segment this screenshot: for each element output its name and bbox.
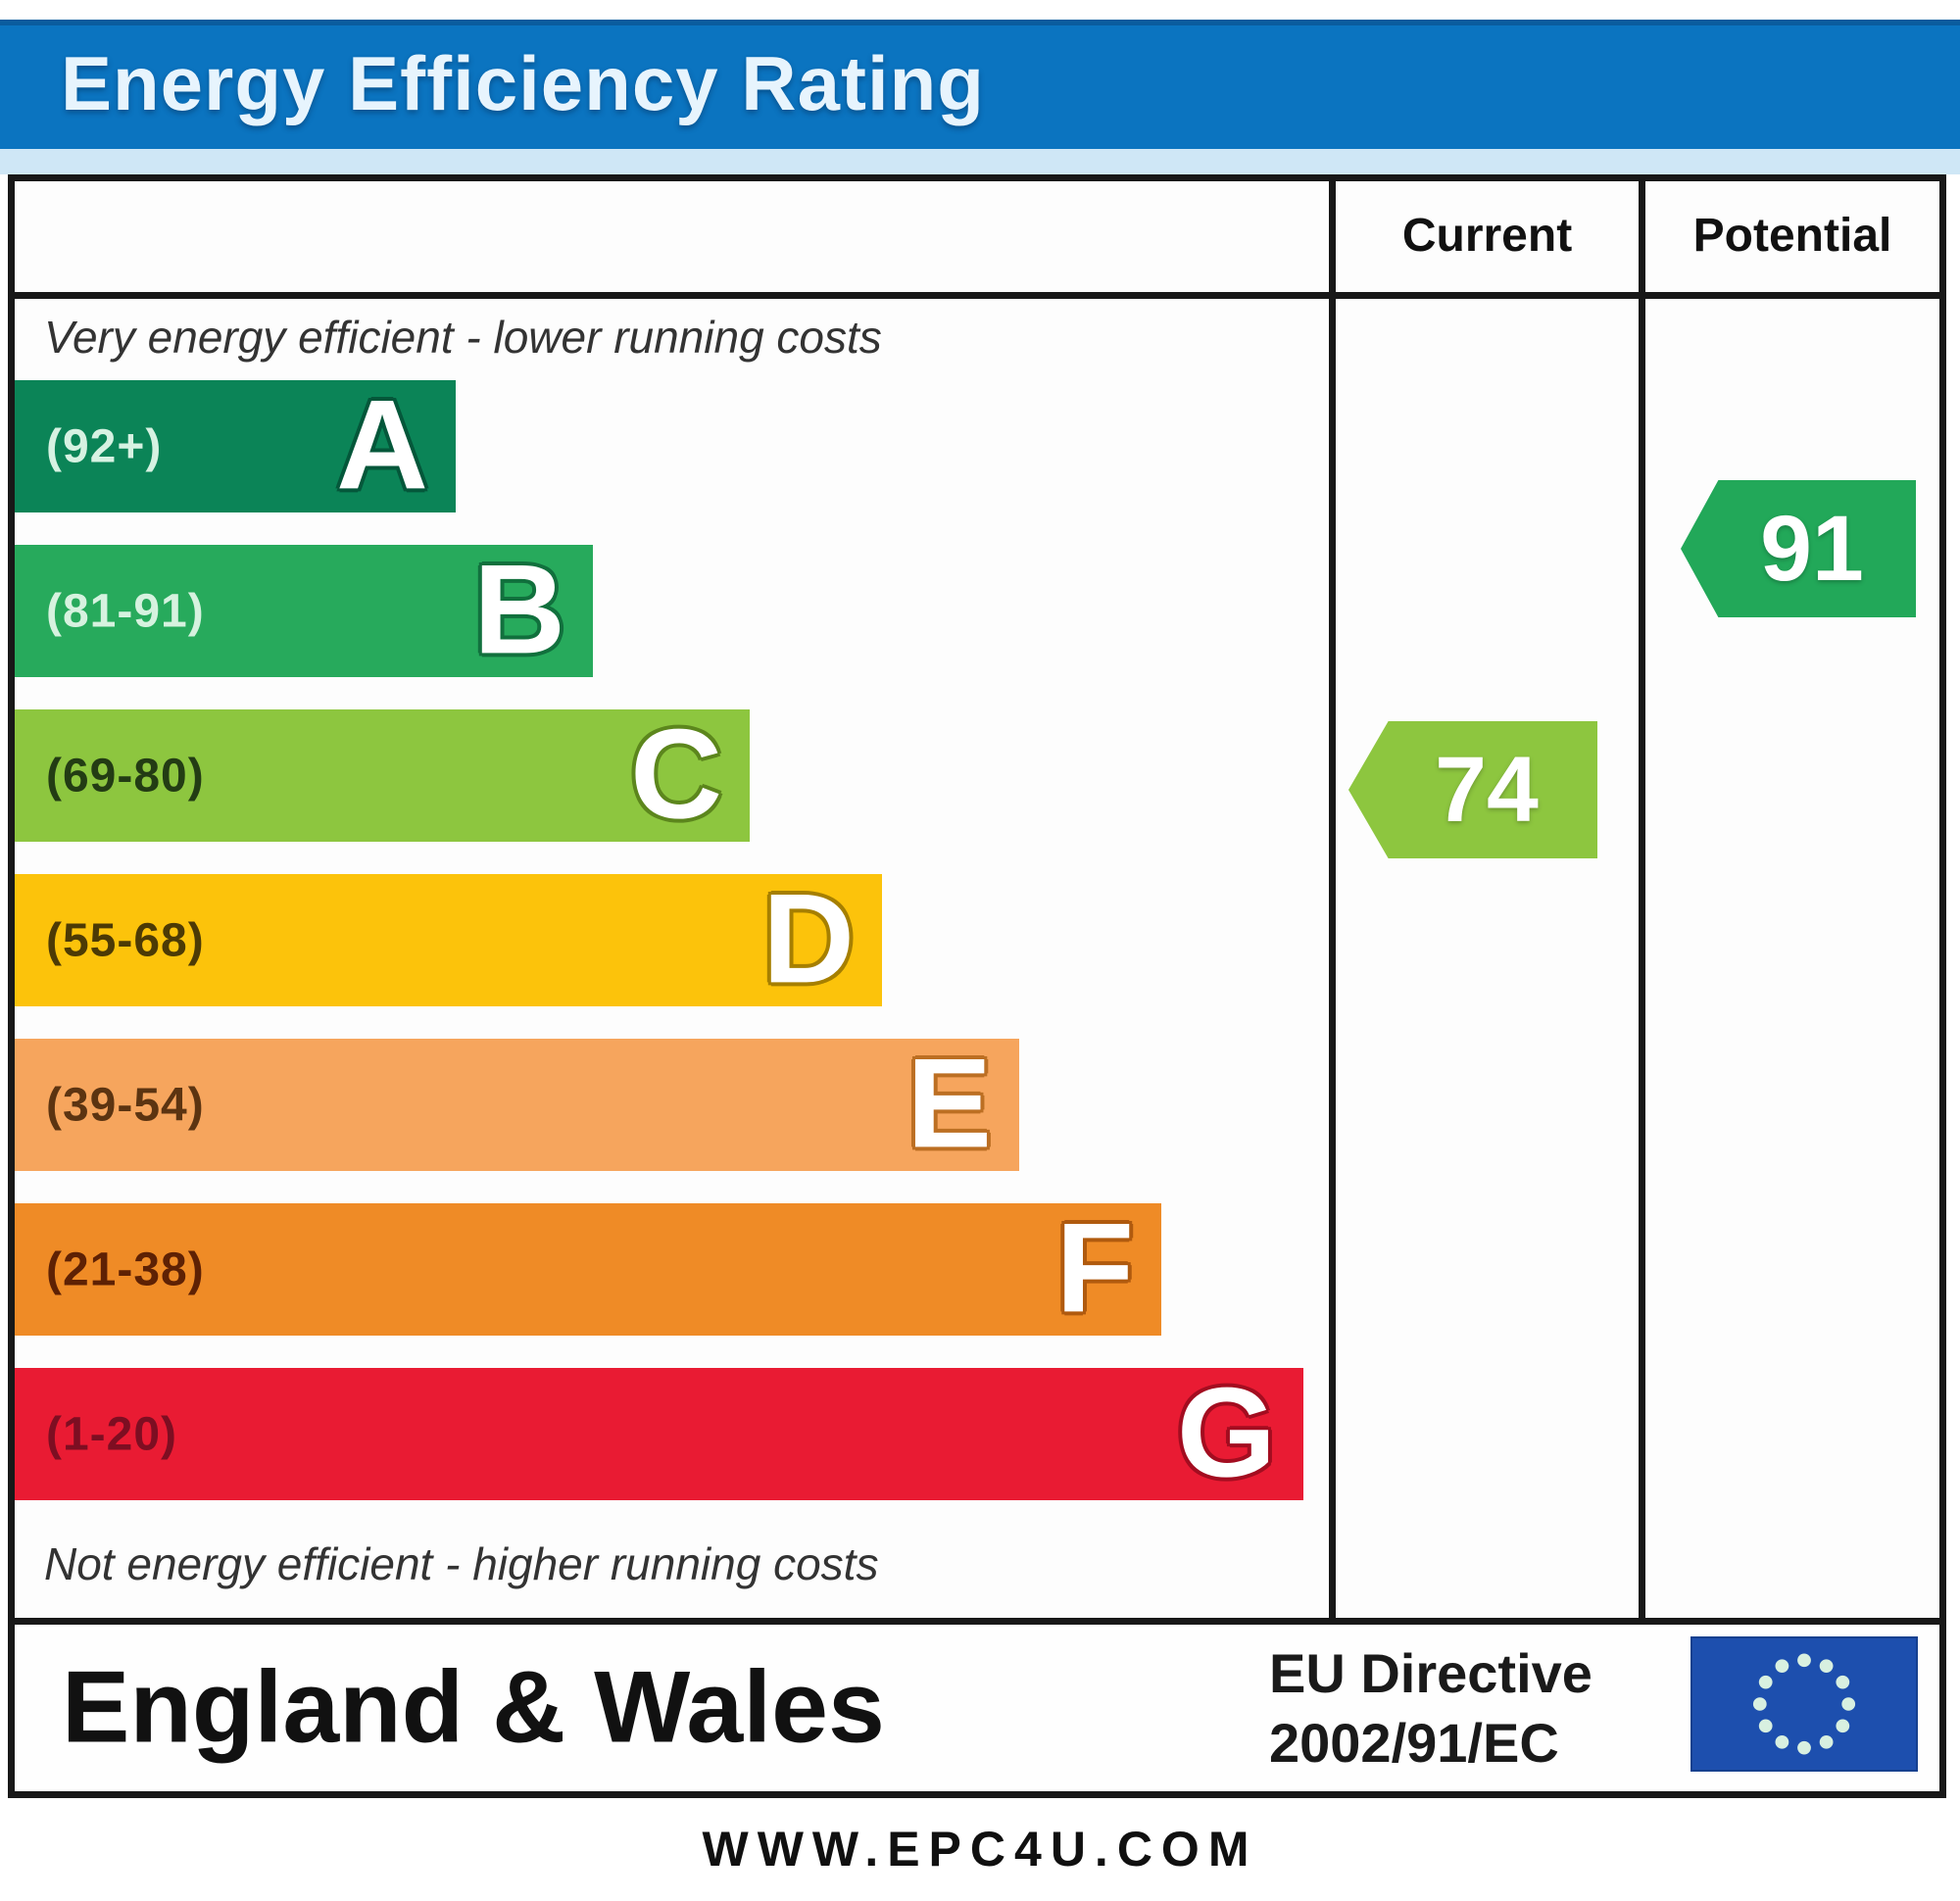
band-g-range: (1-20): [46, 1408, 178, 1460]
potential-rating-arrow: 91: [1681, 480, 1916, 617]
potential-rating-value: 91: [1760, 496, 1864, 601]
eu-directive-line1: EU Directive: [1269, 1642, 1592, 1704]
band-f-letter: F: [1055, 1194, 1134, 1339]
band-a: (92+) A: [15, 380, 456, 512]
band-e-letter: E: [906, 1030, 992, 1174]
epc-rating-table: Current Potential Very energy efficient …: [8, 174, 1946, 1625]
band-a-range: (92+): [46, 420, 163, 472]
band-d-letter: D: [762, 865, 855, 1009]
bottom-note: Not energy efficient - higher running co…: [44, 1538, 879, 1589]
column-divider-current: [1329, 181, 1336, 1618]
band-c: (69-80) C: [15, 709, 750, 842]
band-e-range: (39-54): [46, 1079, 205, 1131]
band-b-range: (81-91): [46, 585, 205, 637]
band-c-range: (69-80): [46, 750, 205, 802]
band-d: (55-68) D: [15, 874, 882, 1006]
band-f: (21-38) F: [15, 1203, 1161, 1336]
top-note: Very energy efficient - lower running co…: [44, 312, 882, 363]
eu-flag-icon: [1690, 1636, 1918, 1772]
eu-directive-label: EU Directive 2002/91/EC: [1269, 1638, 1592, 1778]
band-g-letter: G: [1176, 1359, 1276, 1503]
website-url: WWW.EPC4U.COM: [702, 1822, 1258, 1877]
region-label: England & Wales: [62, 1650, 885, 1765]
current-rating-arrow: 74: [1348, 721, 1597, 858]
header-row-border: [15, 292, 1939, 299]
header-banner: Energy Efficiency Rating: [0, 20, 1960, 149]
column-header-potential: Potential: [1692, 210, 1892, 262]
eu-directive-line2: 2002/91/EC: [1269, 1712, 1559, 1774]
header-stripe: [0, 149, 1960, 174]
current-rating-value: 74: [1435, 737, 1539, 842]
band-f-range: (21-38): [46, 1243, 205, 1295]
band-d-range: (55-68): [46, 914, 205, 966]
page-title: Energy Efficiency Rating: [61, 40, 985, 126]
band-e: (39-54) E: [15, 1039, 1019, 1171]
band-b-letter: B: [473, 536, 565, 680]
eu-flag-stars: [1752, 1653, 1856, 1755]
band-g: (1-20) G: [15, 1368, 1303, 1500]
band-c-letter: C: [630, 701, 722, 845]
footer-bar: England & Wales EU Directive 2002/91/EC: [8, 1625, 1946, 1798]
column-header-current: Current: [1401, 210, 1573, 262]
band-a-letter: A: [336, 371, 428, 515]
band-b: (81-91) B: [15, 545, 593, 677]
column-divider-potential: [1639, 181, 1645, 1618]
